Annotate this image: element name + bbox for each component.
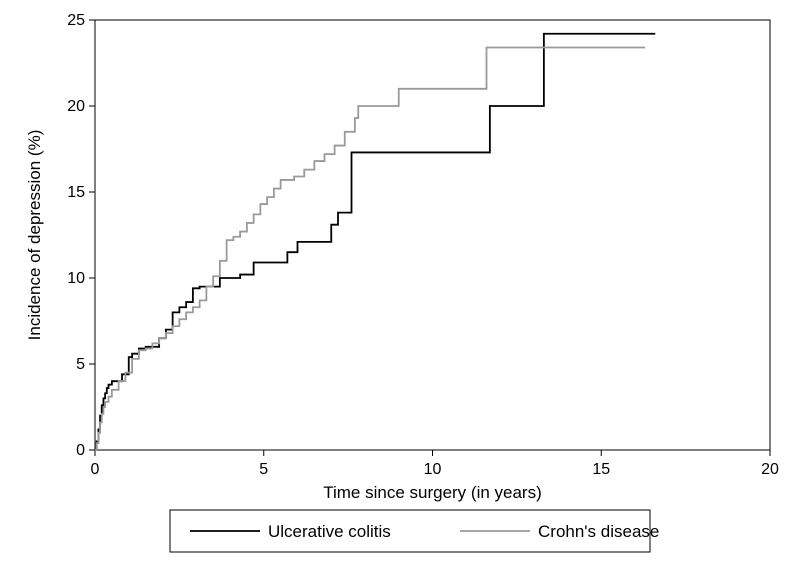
kaplan-meier-chart: 0 5 10 15 20 Time since surgery (in years) 0 5 1… xyxy=(0,0,800,574)
x-tick-label: 0 xyxy=(91,461,100,478)
plot-border xyxy=(95,20,770,450)
legend-label-0: Ulcerative colitis xyxy=(268,522,391,541)
y-tick-label: 5 xyxy=(76,356,85,373)
y-tick-label: 15 xyxy=(67,184,85,201)
x-tick-label: 20 xyxy=(761,461,779,478)
x-axis-title: Time since surgery (in years) xyxy=(323,483,542,502)
y-axis-title: Incidence of depression (%) xyxy=(25,130,44,341)
series-line-0 xyxy=(95,34,655,450)
y-tick-label: 10 xyxy=(67,270,85,287)
y-tick-label: 20 xyxy=(67,98,85,115)
chart-svg: 0 5 10 15 20 Time since surgery (in years) 0 5 1… xyxy=(0,0,800,574)
series-line-1 xyxy=(95,48,645,450)
x-tick-label: 15 xyxy=(592,461,610,478)
legend-label-1: Crohn's disease xyxy=(538,522,659,541)
x-tick-label: 5 xyxy=(259,461,268,478)
y-tick-label: 25 xyxy=(67,12,85,29)
y-tick-label: 0 xyxy=(76,442,85,459)
x-tick-label: 10 xyxy=(424,461,442,478)
